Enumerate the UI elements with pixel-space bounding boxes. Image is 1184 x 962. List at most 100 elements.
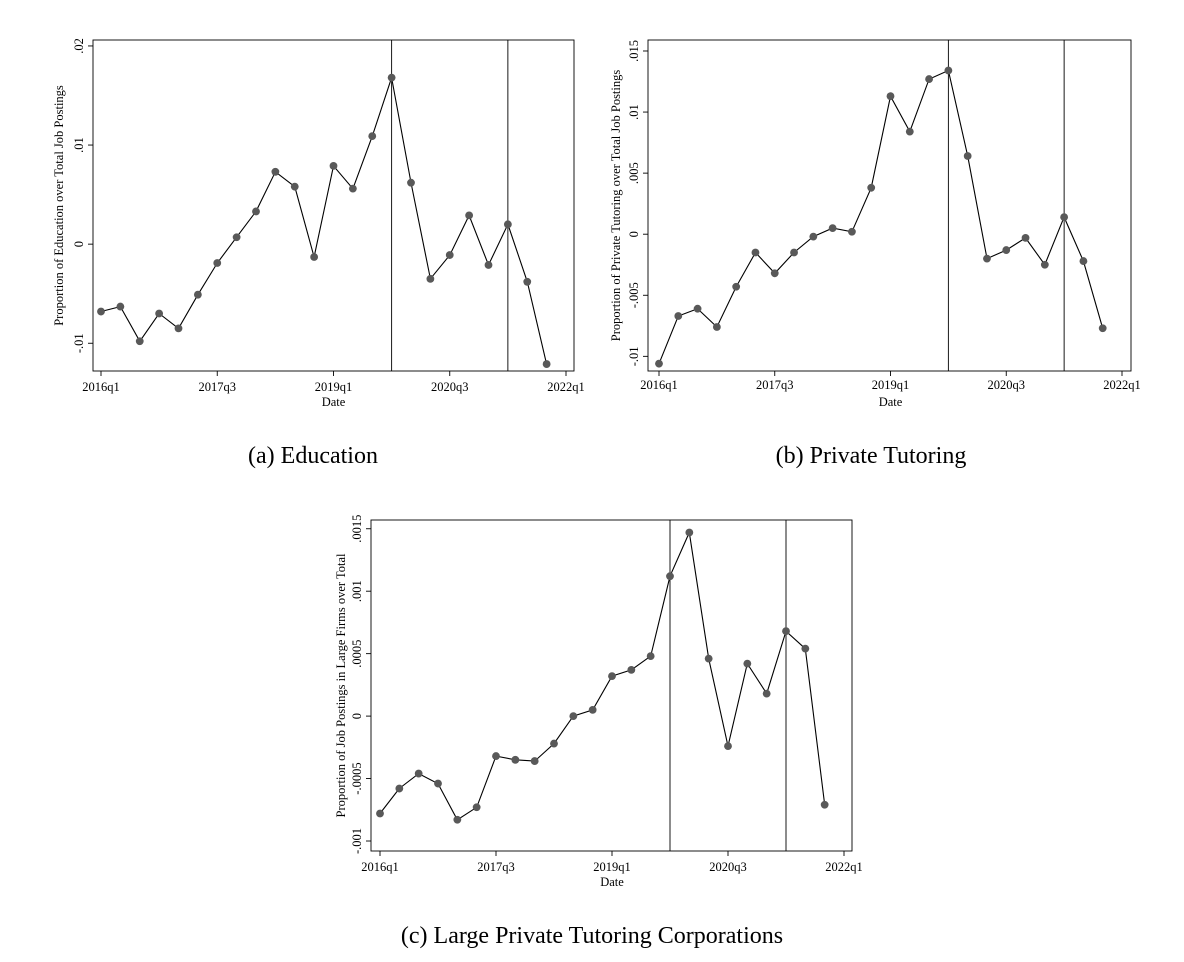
data-point xyxy=(329,161,338,170)
chart-private-tutoring: -.01 -.005 0 .005 .01 .015 2016q1 2017q3 2019q1 2… xyxy=(609,39,1141,409)
series-line xyxy=(379,530,826,821)
data-point xyxy=(724,742,732,750)
data-point xyxy=(790,248,798,257)
data-point xyxy=(472,803,481,812)
y-tick-label: -.001 xyxy=(350,828,364,854)
panel-education: -.01 0 .01 .02 2016q1 2017q3 2019q1 2020q3 2022q… xyxy=(0,0,600,480)
data-point xyxy=(674,312,683,320)
x-tick-label: 2020q3 xyxy=(709,860,747,874)
data-point xyxy=(523,277,532,286)
data-point xyxy=(1079,257,1088,265)
y-axis-title: Proportion of Education over Total Job P… xyxy=(52,85,66,326)
data-point xyxy=(944,66,953,75)
data-point xyxy=(704,654,713,663)
x-tick-label: 2016q1 xyxy=(361,860,399,874)
y-tick-label: .015 xyxy=(627,40,641,62)
data-point xyxy=(751,248,760,257)
data-point xyxy=(712,323,721,331)
data-point xyxy=(770,269,779,278)
chart-large-corporations: -.001 -.0005 0 .0005 .001 .0015 2016q1 2017q3 20… xyxy=(334,515,863,889)
plot-frame xyxy=(370,519,853,852)
data-point xyxy=(530,757,539,765)
data-point xyxy=(116,302,125,311)
data-point xyxy=(685,528,694,537)
data-point xyxy=(465,211,474,220)
y-axis-title: Proportion of Private Tutoring over Tota… xyxy=(609,70,623,342)
data-point xyxy=(1021,233,1030,242)
y-tick-label: -.005 xyxy=(627,282,641,308)
y-tick-label: .02 xyxy=(72,38,86,54)
data-point xyxy=(693,304,702,313)
data-point xyxy=(1060,213,1069,222)
data-point xyxy=(732,282,741,291)
data-point xyxy=(743,659,752,668)
y-tick-label: .0005 xyxy=(350,640,364,668)
data-point xyxy=(232,233,241,242)
data-point xyxy=(213,259,222,267)
y-tick-label: -.01 xyxy=(72,333,86,353)
data-point xyxy=(1040,260,1049,269)
data-point xyxy=(828,224,837,232)
data-point xyxy=(542,360,551,368)
data-point xyxy=(492,752,500,760)
data-point xyxy=(407,178,415,187)
y-tick-label: 0 xyxy=(350,713,364,719)
data-point xyxy=(608,672,616,681)
data-point xyxy=(809,232,818,241)
data-point xyxy=(252,207,260,216)
data-point xyxy=(801,644,810,653)
data-point xyxy=(588,705,597,714)
x-tick-label: 2017q3 xyxy=(756,378,794,392)
data-point xyxy=(848,227,856,236)
y-tick-label: .01 xyxy=(72,137,86,153)
data-point xyxy=(983,254,991,263)
data-point xyxy=(155,309,164,318)
plot-frame xyxy=(92,39,575,372)
data-point xyxy=(511,755,520,764)
data-point xyxy=(135,337,144,346)
data-point xyxy=(905,127,914,136)
data-point xyxy=(174,324,183,333)
data-point xyxy=(1002,246,1011,254)
panel-large-corporations: -.001 -.0005 0 .0005 .001 .0015 2016q1 2017q3 20… xyxy=(300,480,900,962)
data-point xyxy=(387,73,396,82)
x-tick-label: 2022q1 xyxy=(825,860,863,874)
caption-large-corporations: (c) Large Private Tutoring Corporations xyxy=(400,923,784,949)
data-point xyxy=(290,182,299,191)
y-tick-label: .001 xyxy=(350,580,364,602)
x-tick-label: 2022q1 xyxy=(547,380,585,394)
data-point xyxy=(820,800,829,809)
data-point xyxy=(193,290,202,299)
data-point xyxy=(445,251,454,259)
x-tick-label: 2019q1 xyxy=(593,860,631,874)
data-point xyxy=(310,253,319,261)
data-point xyxy=(646,652,655,661)
y-tick-label: 0 xyxy=(627,231,641,237)
y-tick-label: -.01 xyxy=(627,346,641,366)
data-point xyxy=(925,75,933,83)
y-tick-label: .01 xyxy=(627,104,641,120)
panel-private-tutoring: -.01 -.005 0 .005 .01 .015 2016q1 2017q3 2019q1 2… xyxy=(592,0,1184,480)
data-point xyxy=(569,712,578,721)
y-tick-label: .005 xyxy=(627,162,641,184)
data-point xyxy=(963,152,972,160)
x-tick-label: 2022q1 xyxy=(1103,378,1141,392)
data-point xyxy=(453,815,462,824)
x-axis-title: Date xyxy=(322,395,346,409)
caption-education: (a) Education xyxy=(248,443,378,469)
x-tick-label: 2020q3 xyxy=(988,378,1026,392)
data-point xyxy=(414,769,423,778)
y-axis-title: Proportion of Job Postings in Large Firm… xyxy=(334,553,348,817)
x-axis-title: Date xyxy=(600,875,624,889)
x-axis-title: Date xyxy=(879,395,903,409)
y-tick-label: .0015 xyxy=(350,515,364,543)
x-tick-label: 2017q3 xyxy=(477,860,515,874)
caption-private-tutoring: (b) Private Tutoring xyxy=(775,443,967,469)
data-point xyxy=(782,627,790,636)
y-tick-label: 0 xyxy=(72,241,86,247)
y-tick-label: -.0005 xyxy=(350,762,364,794)
data-point xyxy=(886,92,895,101)
x-tick-label: 2020q3 xyxy=(431,380,469,394)
plot-frame xyxy=(647,39,1132,372)
data-point xyxy=(395,784,404,793)
